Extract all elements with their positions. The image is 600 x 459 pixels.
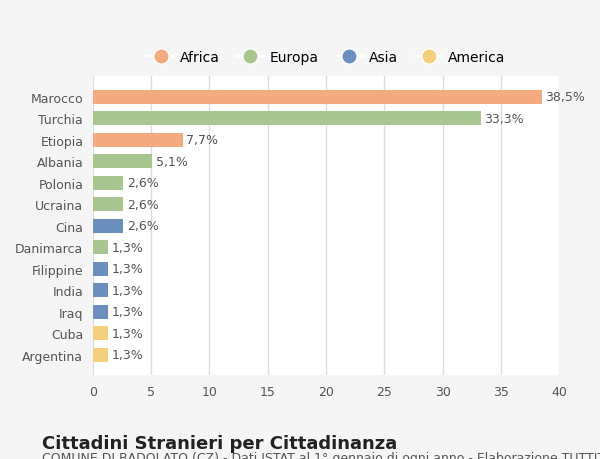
Text: 1,3%: 1,3% xyxy=(112,306,143,319)
Bar xyxy=(93,284,108,297)
Bar xyxy=(93,155,152,169)
Text: Cittadini Stranieri per Cittadinanza: Cittadini Stranieri per Cittadinanza xyxy=(42,434,397,452)
Text: 33,3%: 33,3% xyxy=(484,112,524,125)
Bar xyxy=(93,176,123,190)
Bar xyxy=(93,348,108,362)
Bar xyxy=(93,219,123,233)
Text: 1,3%: 1,3% xyxy=(112,241,143,254)
Text: 1,3%: 1,3% xyxy=(112,348,143,361)
Bar xyxy=(93,90,542,105)
Text: 1,3%: 1,3% xyxy=(112,284,143,297)
Text: 38,5%: 38,5% xyxy=(545,91,585,104)
Text: 2,6%: 2,6% xyxy=(127,198,158,211)
Bar xyxy=(93,241,108,255)
Bar xyxy=(93,198,123,212)
Legend: Africa, Europa, Asia, America: Africa, Europa, Asia, America xyxy=(141,45,511,70)
Text: 1,3%: 1,3% xyxy=(112,327,143,340)
Bar xyxy=(93,134,182,147)
Text: COMUNE DI BADOLATO (CZ) - Dati ISTAT al 1° gennaio di ogni anno - Elaborazione T: COMUNE DI BADOLATO (CZ) - Dati ISTAT al … xyxy=(42,451,600,459)
Text: 2,6%: 2,6% xyxy=(127,220,158,233)
Text: 7,7%: 7,7% xyxy=(186,134,218,147)
Bar xyxy=(93,112,481,126)
Bar xyxy=(93,305,108,319)
Bar xyxy=(93,262,108,276)
Text: 2,6%: 2,6% xyxy=(127,177,158,190)
Text: 5,1%: 5,1% xyxy=(156,155,188,168)
Bar xyxy=(93,326,108,341)
Text: 1,3%: 1,3% xyxy=(112,263,143,275)
